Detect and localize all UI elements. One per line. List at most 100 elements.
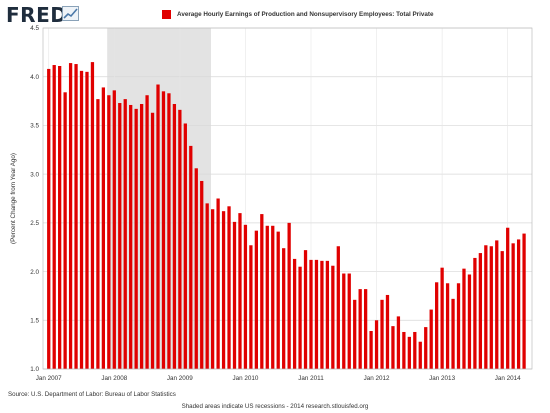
bar bbox=[298, 266, 302, 369]
bar bbox=[462, 268, 466, 369]
bar bbox=[353, 299, 357, 369]
bar bbox=[129, 104, 133, 370]
bar bbox=[68, 63, 73, 370]
bar bbox=[79, 70, 84, 370]
bar bbox=[467, 274, 472, 369]
bar bbox=[506, 227, 510, 369]
x-tick-label: Jan 2012 bbox=[364, 375, 390, 382]
bar bbox=[96, 99, 100, 369]
x-tick-label: Jan 2013 bbox=[429, 375, 455, 382]
legend: Average Hourly Earnings of Production an… bbox=[162, 8, 433, 20]
y-tick-label: 3.5 bbox=[30, 123, 39, 130]
x-tick-label: Jan 2014 bbox=[495, 375, 521, 382]
bar bbox=[287, 222, 291, 369]
bar bbox=[189, 145, 193, 369]
y-tick-label: 2.0 bbox=[30, 269, 39, 276]
fred-line-chart-icon bbox=[62, 6, 79, 21]
bar bbox=[194, 168, 198, 369]
x-tick-label: Jan 2007 bbox=[36, 375, 62, 382]
x-tick-label: Jan 2008 bbox=[101, 375, 127, 382]
bar bbox=[107, 95, 111, 370]
bar bbox=[309, 259, 313, 369]
bar bbox=[473, 257, 477, 369]
x-tick-label: Jan 2010 bbox=[232, 375, 258, 382]
bar bbox=[500, 251, 504, 369]
footer-note: Shaded areas indicate US recessions - 20… bbox=[181, 403, 369, 410]
bar bbox=[478, 253, 483, 369]
bar bbox=[101, 87, 106, 369]
bar bbox=[161, 91, 166, 369]
bar bbox=[232, 221, 237, 369]
bar bbox=[271, 225, 275, 369]
bar bbox=[320, 260, 324, 369]
bar bbox=[172, 103, 177, 369]
bar bbox=[238, 213, 242, 369]
bar bbox=[249, 245, 253, 369]
source-note: Source: U.S. Department of Labor: Bureau… bbox=[8, 391, 176, 398]
bar bbox=[424, 327, 428, 369]
bar bbox=[63, 92, 67, 369]
legend-label: Average Hourly Earnings of Production an… bbox=[177, 10, 434, 18]
bar bbox=[456, 283, 461, 369]
bar bbox=[156, 84, 160, 369]
bar bbox=[282, 248, 286, 369]
bar bbox=[47, 68, 51, 370]
bar bbox=[407, 336, 411, 369]
y-tick-label: 4.0 bbox=[30, 74, 39, 81]
bar bbox=[227, 206, 231, 369]
y-tick-label: 1.0 bbox=[30, 366, 39, 373]
bar bbox=[183, 123, 187, 369]
bar bbox=[374, 320, 379, 369]
y-tick-label: 4.5 bbox=[30, 25, 39, 32]
bar bbox=[342, 273, 346, 369]
bar bbox=[402, 331, 406, 369]
bar bbox=[243, 224, 248, 369]
bar bbox=[380, 299, 384, 369]
bar bbox=[112, 90, 116, 370]
bar bbox=[265, 225, 269, 369]
bar bbox=[85, 71, 89, 369]
bar bbox=[516, 239, 521, 369]
y-tick-label: 1.5 bbox=[30, 317, 39, 324]
bar bbox=[522, 233, 526, 369]
bar bbox=[489, 246, 493, 369]
bar bbox=[52, 65, 56, 369]
bar bbox=[429, 309, 433, 369]
bar bbox=[58, 65, 62, 370]
bar bbox=[440, 267, 444, 369]
y-tick-label: 3.0 bbox=[30, 171, 39, 178]
bar bbox=[145, 95, 149, 370]
bar bbox=[369, 331, 373, 369]
bar bbox=[90, 62, 95, 369]
bar bbox=[511, 243, 515, 369]
bar bbox=[314, 259, 319, 369]
x-tick-label: Jan 2009 bbox=[167, 375, 193, 382]
bar bbox=[391, 326, 395, 369]
bar bbox=[336, 246, 340, 369]
bar bbox=[435, 282, 439, 369]
x-tick-label: Jan 2011 bbox=[298, 375, 324, 382]
bar bbox=[396, 316, 401, 369]
bar bbox=[325, 260, 330, 369]
bar bbox=[167, 93, 171, 369]
bar bbox=[276, 231, 280, 369]
bar bbox=[358, 289, 362, 369]
bar bbox=[254, 230, 258, 369]
bar bbox=[74, 64, 78, 369]
bar bbox=[445, 283, 450, 369]
bar bbox=[260, 214, 264, 369]
bar bbox=[221, 211, 226, 369]
bar bbox=[139, 103, 144, 369]
bar bbox=[211, 209, 215, 369]
bar bbox=[123, 99, 127, 369]
bar bbox=[118, 103, 122, 370]
bar bbox=[363, 289, 368, 369]
fred-logo: FRED bbox=[6, 3, 68, 27]
bar bbox=[134, 108, 138, 369]
bar bbox=[216, 198, 220, 369]
bar bbox=[451, 298, 455, 369]
bar bbox=[303, 250, 308, 369]
bar bbox=[484, 245, 488, 369]
bar bbox=[495, 240, 499, 369]
